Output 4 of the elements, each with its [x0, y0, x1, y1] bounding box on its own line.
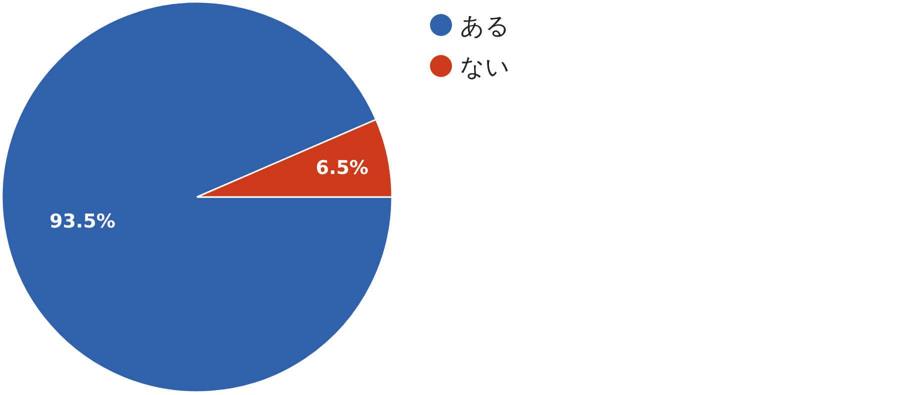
data-label: 6.5% — [316, 156, 368, 179]
legend-label: ない — [460, 53, 510, 81]
data-label: 93.5% — [49, 210, 116, 233]
legend-label: ある — [460, 12, 510, 40]
